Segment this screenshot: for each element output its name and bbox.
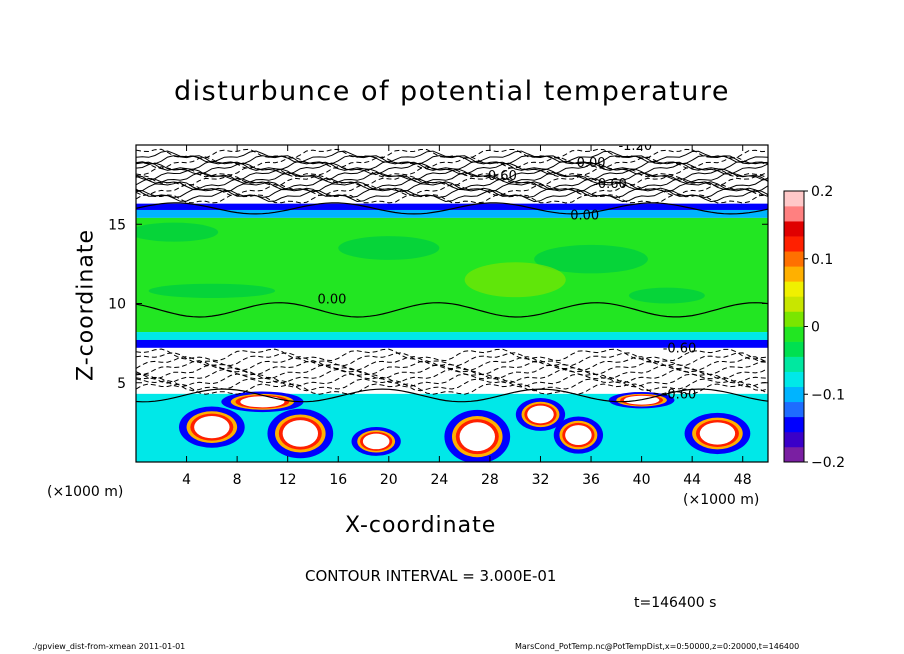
x-tick-label: 16: [329, 472, 347, 488]
x-axis-label: X-coordinate: [345, 513, 497, 538]
x-tick-label: 8: [233, 472, 242, 488]
green-patch-2: [534, 244, 648, 274]
colorbar-label: −0.2: [811, 455, 845, 471]
lower-contour-1: [136, 378, 768, 392]
x-tick-label: 32: [532, 472, 550, 488]
footer-left: ./gpview_dist-from-xmean 2011-01-01: [32, 642, 186, 651]
chart-title: disturbunce of potential temperature: [174, 76, 730, 107]
upper-contour-6: [136, 174, 768, 187]
colorbar-segment: [784, 446, 804, 463]
y-axis-label: Z-coordinate: [73, 229, 99, 381]
contour-label: -0.60: [483, 169, 517, 184]
colorbar-segment: [784, 431, 804, 448]
x-tick-label: 44: [683, 472, 701, 488]
x-tick-label: 24: [430, 472, 448, 488]
contour-label: -0.60: [663, 342, 697, 357]
upper-contour-4: [136, 181, 768, 193]
field-layer: -0.60 0.00 -0.60 0.00 -1.20 -0.60 0.00 -0.60: [136, 139, 768, 462]
colorbar-segment: [784, 206, 804, 222]
eddy-core-4: [527, 405, 554, 424]
contour-label: -0.60: [593, 177, 627, 192]
x-tick-label: 20: [380, 472, 398, 488]
colorbar-segment: [784, 191, 804, 207]
contour-label: 0.00: [570, 208, 599, 223]
lower-white-region: [136, 347, 768, 394]
eddy-core-1: [282, 420, 319, 447]
zero-contour-2: [136, 388, 768, 403]
time-label: t=146400 s: [634, 595, 717, 611]
x-unit-left: (×1000 m): [47, 484, 124, 500]
upper-blue-band: [136, 203, 768, 210]
colorbar-segment: [784, 221, 804, 237]
lower-contour-5: [136, 360, 768, 376]
x-tick-label: 40: [633, 472, 651, 488]
middle-green-layer: [136, 217, 768, 333]
green-patch-1: [338, 236, 440, 260]
colorbar-segment: [784, 356, 804, 372]
x-tick-label: 36: [582, 472, 600, 488]
lower-contour-0: [136, 383, 768, 395]
contour-interval: CONTOUR INTERVAL = 3.000E-01: [305, 567, 557, 585]
colorbar-segment: [784, 371, 804, 388]
colorbar-segment: [784, 266, 804, 282]
upper-contour-0: [136, 194, 768, 204]
eddy-core-0: [194, 416, 230, 439]
eddy-core-7: [240, 396, 285, 408]
colorbar-label: 0.1: [811, 252, 833, 268]
zero-contour-0: [136, 202, 768, 215]
upper-contour-1: [136, 189, 768, 203]
x-unit-right: (×1000 m): [683, 492, 760, 508]
lower-contour-3: [136, 368, 768, 384]
colorbar-segment: [784, 386, 804, 403]
footer-right: MarsCond_PotTemp.nc@PotTempDist,x=0:5000…: [515, 642, 800, 651]
contour-label: -0.60: [663, 388, 697, 403]
green-patch-0: [136, 222, 219, 242]
colorbar-segment: [784, 296, 804, 312]
colorbar-segment: [784, 251, 804, 267]
colorbar-segment: [784, 416, 804, 433]
eddy-core-5: [565, 425, 592, 446]
colorbar-label: −0.1: [811, 387, 845, 403]
colorbar-segment: [784, 236, 804, 252]
x-tick-label: 12: [279, 472, 297, 488]
x-tick-label: 4: [182, 472, 191, 488]
contour-label: 0.00: [317, 293, 346, 308]
green-patch-3: [148, 283, 276, 298]
contour-label: -1.20: [618, 139, 652, 154]
y-tick-label: 15: [108, 217, 126, 233]
colorbar-segment: [784, 311, 804, 327]
eddy-core-6: [699, 422, 736, 445]
colorbar-segment: [784, 281, 804, 297]
lower-contour-2: [136, 373, 768, 388]
yellowgreen-patch-0: [464, 262, 566, 298]
lower-cyan-band: [136, 332, 768, 340]
upper-contour-2: [136, 187, 768, 199]
upper-cyan-band: [136, 209, 768, 218]
colorbar-label: 0: [811, 320, 820, 336]
eddy-core-3: [459, 422, 495, 452]
contour-label: 0.00: [577, 156, 606, 171]
green-patch-4: [628, 287, 705, 304]
zero-contour-1: [136, 302, 768, 318]
y-tick-label: 10: [108, 297, 126, 313]
colorbar-segment: [784, 341, 804, 357]
eddy-core-2: [362, 433, 390, 450]
x-tick-label: 28: [481, 472, 499, 488]
x-tick-label: 48: [734, 472, 752, 488]
y-tick-label: 5: [117, 376, 126, 392]
lower-contour-7: [136, 352, 768, 367]
colorbar-segment: [784, 326, 804, 342]
lower-contour-8: [136, 348, 768, 362]
colorbar-segment: [784, 401, 804, 418]
upper-contour-15: [136, 148, 768, 159]
upper-contour-13: [136, 155, 768, 165]
colorbar-label: 0.2: [811, 184, 833, 200]
lower-blue-band: [136, 339, 768, 348]
